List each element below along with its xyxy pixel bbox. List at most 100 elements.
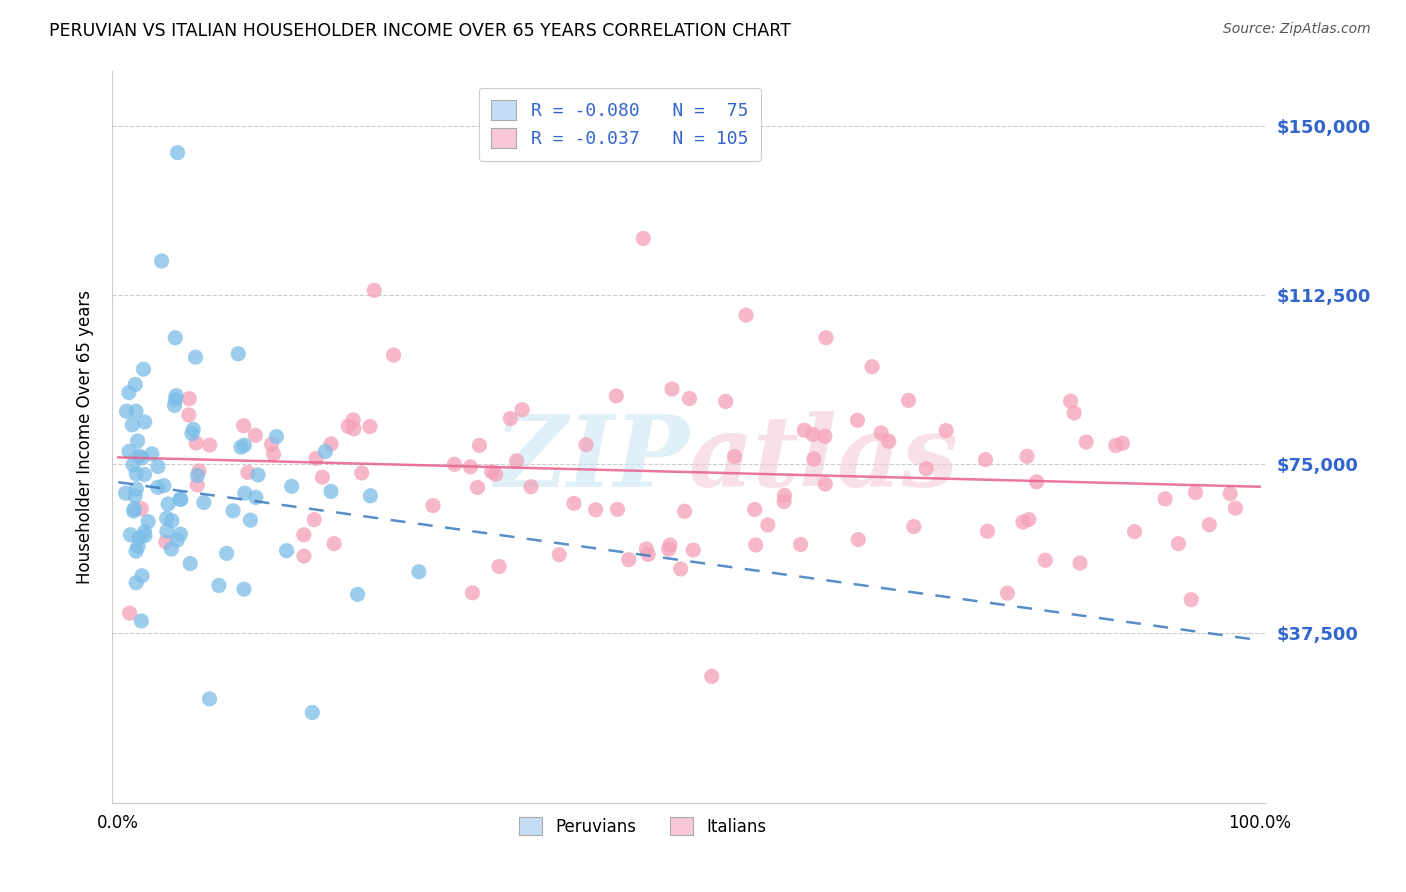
Point: [723, 450, 745, 464]
Point: [319, 484, 342, 499]
Point: [124, 377, 146, 392]
Point: [343, 422, 366, 436]
Point: [350, 466, 373, 480]
Point: [633, 231, 655, 245]
Point: [226, 347, 249, 361]
Point: [266, 430, 288, 444]
Legend: Peruvians, Italians: Peruvians, Italians: [509, 807, 776, 846]
Point: [700, 669, 723, 683]
Point: [170, 492, 193, 507]
Point: [744, 538, 766, 552]
Point: [903, 519, 925, 533]
Point: [1111, 436, 1133, 450]
Point: [510, 402, 533, 417]
Point: [669, 562, 692, 576]
Point: [179, 392, 201, 406]
Point: [245, 491, 267, 505]
Point: [146, 480, 169, 494]
Point: [997, 586, 1019, 600]
Point: [177, 408, 200, 422]
Point: [198, 692, 221, 706]
Point: [125, 575, 148, 590]
Point: [236, 466, 259, 480]
Point: [363, 283, 385, 297]
Point: [134, 524, 156, 539]
Point: [974, 452, 997, 467]
Point: [1059, 394, 1081, 409]
Point: [1225, 501, 1247, 516]
Point: [678, 392, 700, 406]
Point: [232, 418, 254, 433]
Point: [846, 413, 869, 427]
Point: [637, 548, 659, 562]
Point: [485, 467, 508, 482]
Point: [319, 437, 342, 451]
Point: [166, 533, 188, 547]
Point: [129, 501, 152, 516]
Point: [1015, 450, 1038, 464]
Point: [382, 348, 405, 362]
Point: [714, 394, 737, 409]
Point: [131, 568, 153, 582]
Point: [346, 587, 368, 601]
Point: [292, 528, 315, 542]
Point: [744, 502, 766, 516]
Point: [229, 440, 252, 454]
Point: [125, 544, 148, 558]
Point: [488, 559, 510, 574]
Point: [548, 548, 571, 562]
Point: [165, 331, 187, 345]
Point: [163, 399, 186, 413]
Point: [468, 438, 491, 452]
Point: [120, 527, 142, 541]
Point: [897, 393, 920, 408]
Point: [115, 404, 138, 418]
Point: [803, 452, 825, 467]
Point: [814, 429, 837, 443]
Point: [585, 502, 607, 516]
Point: [128, 531, 150, 545]
Point: [114, 486, 136, 500]
Text: PERUVIAN VS ITALIAN HOUSEHOLDER INCOME OVER 65 YEARS CORRELATION CHART: PERUVIAN VS ITALIAN HOUSEHOLDER INCOME O…: [49, 22, 792, 40]
Point: [1105, 438, 1128, 452]
Point: [155, 535, 177, 549]
Point: [860, 359, 883, 374]
Point: [146, 459, 169, 474]
Point: [870, 425, 893, 440]
Point: [124, 489, 146, 503]
Point: [915, 462, 938, 476]
Point: [276, 543, 298, 558]
Point: [846, 533, 869, 547]
Point: [1123, 524, 1146, 539]
Point: [575, 438, 598, 452]
Point: [233, 486, 256, 500]
Point: [122, 502, 145, 516]
Point: [314, 444, 336, 458]
Point: [682, 543, 704, 558]
Point: [134, 467, 156, 482]
Point: [617, 552, 640, 566]
Point: [181, 422, 204, 436]
Point: [165, 392, 187, 407]
Point: [156, 524, 179, 538]
Point: [186, 478, 208, 492]
Point: [659, 538, 682, 552]
Point: [122, 504, 145, 518]
Point: [1012, 515, 1035, 529]
Point: [467, 480, 489, 494]
Point: [260, 437, 283, 451]
Point: [122, 458, 145, 472]
Point: [125, 404, 148, 418]
Point: [153, 478, 176, 492]
Point: [245, 428, 267, 442]
Point: [165, 389, 187, 403]
Point: [976, 524, 998, 539]
Point: [301, 706, 323, 720]
Point: [134, 529, 156, 543]
Point: [157, 497, 180, 511]
Point: [125, 482, 148, 496]
Point: [1025, 475, 1047, 489]
Point: [605, 389, 627, 403]
Point: [302, 513, 325, 527]
Point: [1167, 536, 1189, 550]
